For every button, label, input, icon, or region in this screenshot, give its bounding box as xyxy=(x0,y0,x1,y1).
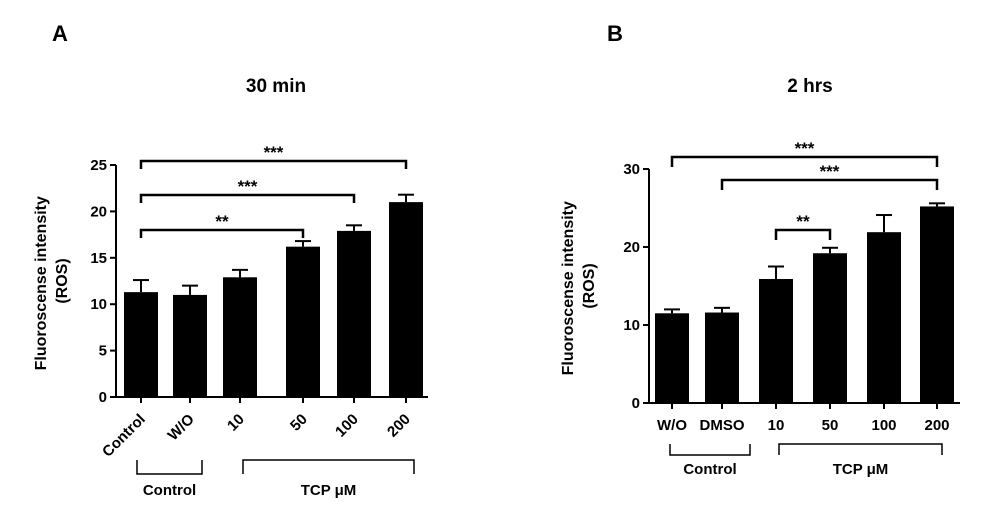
significance-label-b-2: ** xyxy=(796,212,810,231)
error-bar-a-5 xyxy=(398,193,414,203)
x-tick-label-b-2: 10 xyxy=(768,417,785,434)
chart-title-b: 2 hrs xyxy=(787,76,832,97)
x-tick-label-a-3: 50 xyxy=(287,411,311,435)
significance-label-a-0: *** xyxy=(264,143,284,162)
y-tick-label-a-2: 10 xyxy=(90,296,107,313)
group-bracket-a-1 xyxy=(242,459,415,474)
bar-b-5 xyxy=(920,206,954,403)
y-tick-label-b-0: 0 xyxy=(632,395,640,412)
y-tick-label-b-3: 30 xyxy=(623,161,640,178)
chart-panel-b: B 2 hrs Fluoroscense intensity (ROS) 0 10… xyxy=(560,21,960,478)
x-tick-label-a-0: Control xyxy=(99,411,149,461)
significance-label-a-2: ** xyxy=(215,212,229,231)
significance-label-b-0: *** xyxy=(795,139,815,158)
error-bar-a-2 xyxy=(232,268,248,278)
bar-a-0 xyxy=(124,292,158,397)
y-tick-label-a-0: 0 xyxy=(99,389,107,406)
error-bar-b-4 xyxy=(876,214,892,233)
bar-b-3 xyxy=(813,253,847,403)
panel-letter-b: B xyxy=(607,21,623,46)
x-tick-label-b-0: W/O xyxy=(657,417,687,434)
bar-a-4 xyxy=(337,230,371,397)
significance-label-a-1: *** xyxy=(238,177,258,196)
significance-line-a-1 xyxy=(139,193,356,203)
group-label-a-0: Control xyxy=(143,482,196,499)
significance-bracket-b-1 xyxy=(720,178,939,190)
y-axis-label-b-line2: (ROS) xyxy=(581,263,598,308)
bar-b-0 xyxy=(655,313,689,403)
significance-label-b-1: *** xyxy=(820,162,840,181)
x-tick-label-a-2: 10 xyxy=(224,411,248,435)
x-tick-label-a-5: 200 xyxy=(384,411,414,441)
group-label-b-0: Control xyxy=(683,461,736,478)
group-bracket-b-1 xyxy=(778,443,943,455)
y-tick-label-a-5: 25 xyxy=(90,157,107,174)
y-axis-label-a-line2: (ROS) xyxy=(54,258,71,303)
significance-bracket-a-2 xyxy=(139,228,305,238)
significance-line-b-1 xyxy=(720,178,939,190)
y-tick-label-b-2: 20 xyxy=(623,239,640,256)
error-bar-a-3 xyxy=(295,240,311,247)
x-tick-label-b-4: 100 xyxy=(871,417,896,434)
group-label-a-1: TCP μM xyxy=(301,482,357,499)
error-bar-b-3 xyxy=(822,246,838,254)
x-tick-label-b-5: 200 xyxy=(924,417,949,434)
y-axis-label-b-line1: Fluoroscense intensity xyxy=(560,201,577,375)
significance-bracket-b-2 xyxy=(774,228,832,240)
error-bar-a-1 xyxy=(182,284,198,295)
error-bar-b-1 xyxy=(714,306,730,313)
group-label-b-1: TCP μM xyxy=(833,461,889,478)
x-tick-label-a-4: 100 xyxy=(332,411,362,441)
bar-a-5 xyxy=(389,202,423,397)
y-tick-label-a-4: 20 xyxy=(90,203,107,220)
significance-line-a-2 xyxy=(139,228,305,238)
x-tick-label-b-1: DMSO xyxy=(700,417,745,434)
significance-line-a-0 xyxy=(139,159,408,169)
bar-b-2 xyxy=(759,278,793,403)
group-bracket-b-0 xyxy=(669,444,751,456)
y-tick-label-b-1: 10 xyxy=(623,317,640,334)
group-bracket-a-0 xyxy=(136,460,203,475)
error-bar-b-2 xyxy=(768,265,784,279)
y-tick-label-a-3: 15 xyxy=(90,250,107,267)
y-tick-label-a-1: 5 xyxy=(99,343,107,360)
error-bar-a-0 xyxy=(133,279,149,293)
bar-b-1 xyxy=(705,312,739,403)
x-tick-label-a-1: W/O xyxy=(165,411,198,444)
error-bar-a-4 xyxy=(346,224,362,231)
bar-b-4 xyxy=(867,232,901,403)
chart-title-a: 30 min xyxy=(246,76,306,97)
error-bar-b-0 xyxy=(664,308,680,314)
bar-a-1 xyxy=(173,294,207,397)
bar-a-3 xyxy=(286,246,320,397)
significance-line-b-0 xyxy=(670,155,939,167)
y-axis-label-a-line1: Fluoroscense intensity xyxy=(33,196,50,370)
significance-bracket-b-0 xyxy=(670,155,939,167)
bar-a-2 xyxy=(223,277,257,397)
significance-bracket-a-0 xyxy=(139,159,408,169)
chart-panel-a: A 30 min Fluoroscense intensity (ROS) 0 5… xyxy=(33,21,428,499)
error-bar-b-5 xyxy=(929,202,945,207)
x-tick-label-b-3: 50 xyxy=(822,417,839,434)
significance-line-b-2 xyxy=(774,228,832,240)
significance-bracket-a-1 xyxy=(139,193,356,203)
panel-letter-a: A xyxy=(52,21,68,46)
y-axis-label-b: Fluoroscense intensity (ROS) xyxy=(560,197,598,376)
y-axis-label-a: Fluoroscense intensity (ROS) xyxy=(33,192,71,371)
